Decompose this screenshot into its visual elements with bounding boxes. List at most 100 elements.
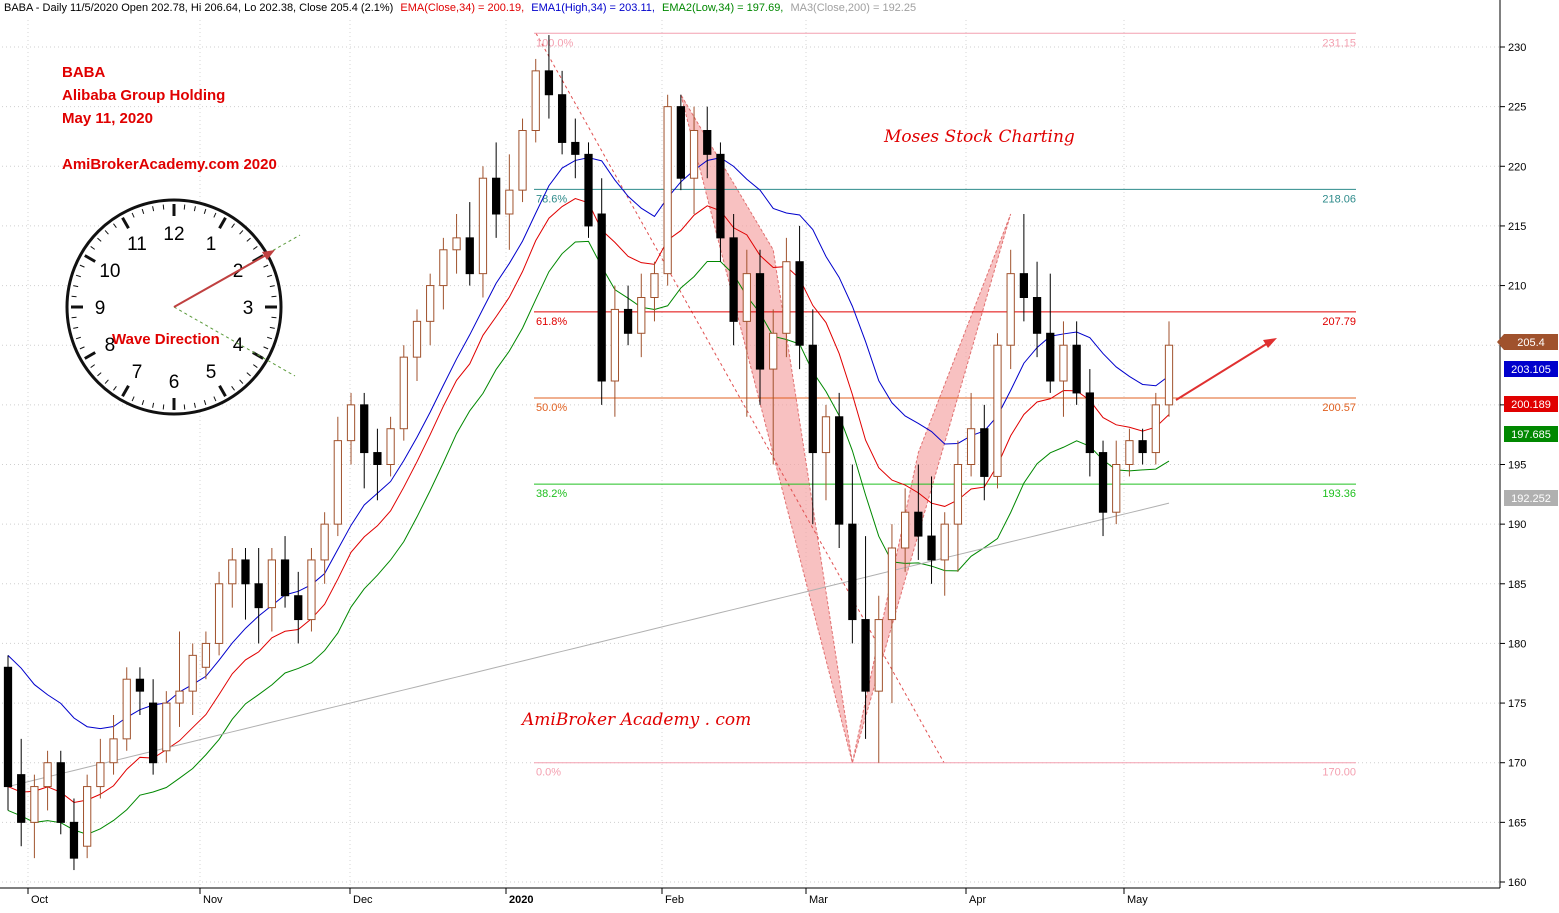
clock-tick — [131, 212, 135, 218]
clock-tick — [213, 396, 217, 402]
candle-body — [901, 511, 910, 549]
fib-level-value: 218.06 — [1322, 193, 1356, 205]
candle — [1112, 440, 1121, 525]
candle — [505, 154, 514, 250]
clock-number: 1 — [206, 234, 217, 255]
y-tick-label: 210 — [1508, 281, 1526, 293]
candle-body — [887, 547, 897, 621]
clock-tick — [73, 326, 79, 329]
candle-body — [3, 666, 13, 788]
candle-body — [360, 404, 369, 454]
candle-body — [755, 273, 765, 370]
y-tick-label: 195 — [1508, 460, 1526, 472]
clock-tick — [183, 404, 186, 410]
fib-level-value: 200.57 — [1322, 402, 1356, 414]
candle-body — [386, 428, 395, 466]
clock-tick — [203, 208, 207, 214]
y-tick-label: 190 — [1508, 519, 1526, 531]
clock-tick — [90, 246, 96, 250]
projection-arrow — [1175, 342, 1269, 401]
candle-body — [201, 642, 211, 668]
candle — [1046, 273, 1055, 393]
candle — [3, 655, 13, 811]
clock-tick — [113, 385, 117, 391]
candle — [518, 118, 527, 203]
clock-tick — [75, 336, 81, 340]
candle-body — [1059, 344, 1068, 382]
annotation-company: Alibaba Group Holding — [62, 87, 225, 104]
clock-tick — [141, 208, 145, 214]
candle — [966, 392, 976, 477]
clock-tick — [121, 217, 130, 229]
candle — [835, 392, 844, 548]
candle-body — [241, 559, 250, 585]
clock-numbers: 121234567891011 — [95, 224, 254, 393]
candle — [623, 285, 633, 346]
x-tick-label: 2020 — [509, 894, 533, 906]
candle-body — [703, 130, 712, 155]
candle — [439, 237, 448, 310]
candle-body — [821, 416, 831, 454]
candle-body — [346, 404, 356, 442]
candle — [544, 35, 554, 119]
candle-body — [729, 237, 738, 322]
candle-body — [1085, 392, 1094, 454]
price-badge-label: 203.105 — [1511, 364, 1551, 376]
candle-body — [650, 273, 659, 298]
candle — [399, 345, 408, 441]
candle — [30, 774, 39, 859]
candle — [953, 440, 963, 572]
candle-body — [294, 595, 303, 621]
x-tick-label: Mar — [809, 894, 828, 906]
candle — [148, 679, 158, 775]
clock-tick — [141, 400, 145, 406]
annotation-moses: Moses Stock Charting — [883, 127, 1075, 147]
candle — [426, 273, 435, 346]
candle — [241, 548, 250, 620]
wave-direction-label: Wave Direction — [112, 331, 220, 348]
candle — [676, 94, 685, 191]
clock-number: 10 — [99, 261, 120, 282]
candle — [729, 214, 738, 346]
clock-tick — [84, 254, 96, 263]
pattern-triangle-xab — [680, 94, 853, 763]
clock-tick — [263, 346, 269, 350]
candle — [637, 273, 646, 358]
clock-tick — [239, 230, 244, 235]
candle-body — [43, 762, 52, 788]
candle — [650, 261, 659, 322]
candle-body — [980, 428, 989, 477]
x-tick-label: May — [1127, 894, 1148, 906]
candle — [1125, 428, 1134, 477]
y-tick-label: 215 — [1508, 221, 1526, 233]
candle — [901, 488, 910, 572]
candle-body — [914, 511, 923, 537]
candle — [267, 548, 276, 632]
candle-body — [808, 344, 817, 454]
candle-body — [874, 619, 883, 692]
clock-tick — [246, 237, 251, 242]
candle-body — [254, 583, 263, 609]
clock-number: 3 — [243, 298, 254, 319]
candle — [228, 548, 237, 608]
candle — [808, 309, 817, 525]
clock-tick — [239, 379, 244, 384]
projection-arrow-head — [1263, 338, 1277, 348]
clock-tick — [271, 295, 277, 298]
candle-body — [333, 440, 342, 525]
clock-tick — [231, 223, 235, 229]
annotation-watermark: AmiBroker Academy . com — [520, 710, 751, 730]
candle-body — [1006, 273, 1015, 346]
candle — [56, 750, 65, 835]
fib-level-value: 207.79 — [1322, 316, 1356, 328]
candle — [43, 750, 52, 811]
candle-body — [769, 332, 778, 370]
candle — [346, 392, 356, 465]
candle-body — [307, 559, 316, 621]
candle — [874, 595, 883, 763]
candle — [386, 416, 395, 477]
clock-tick — [231, 385, 235, 391]
candle-body — [214, 583, 224, 644]
candle-body — [544, 70, 554, 96]
candle — [557, 70, 567, 155]
